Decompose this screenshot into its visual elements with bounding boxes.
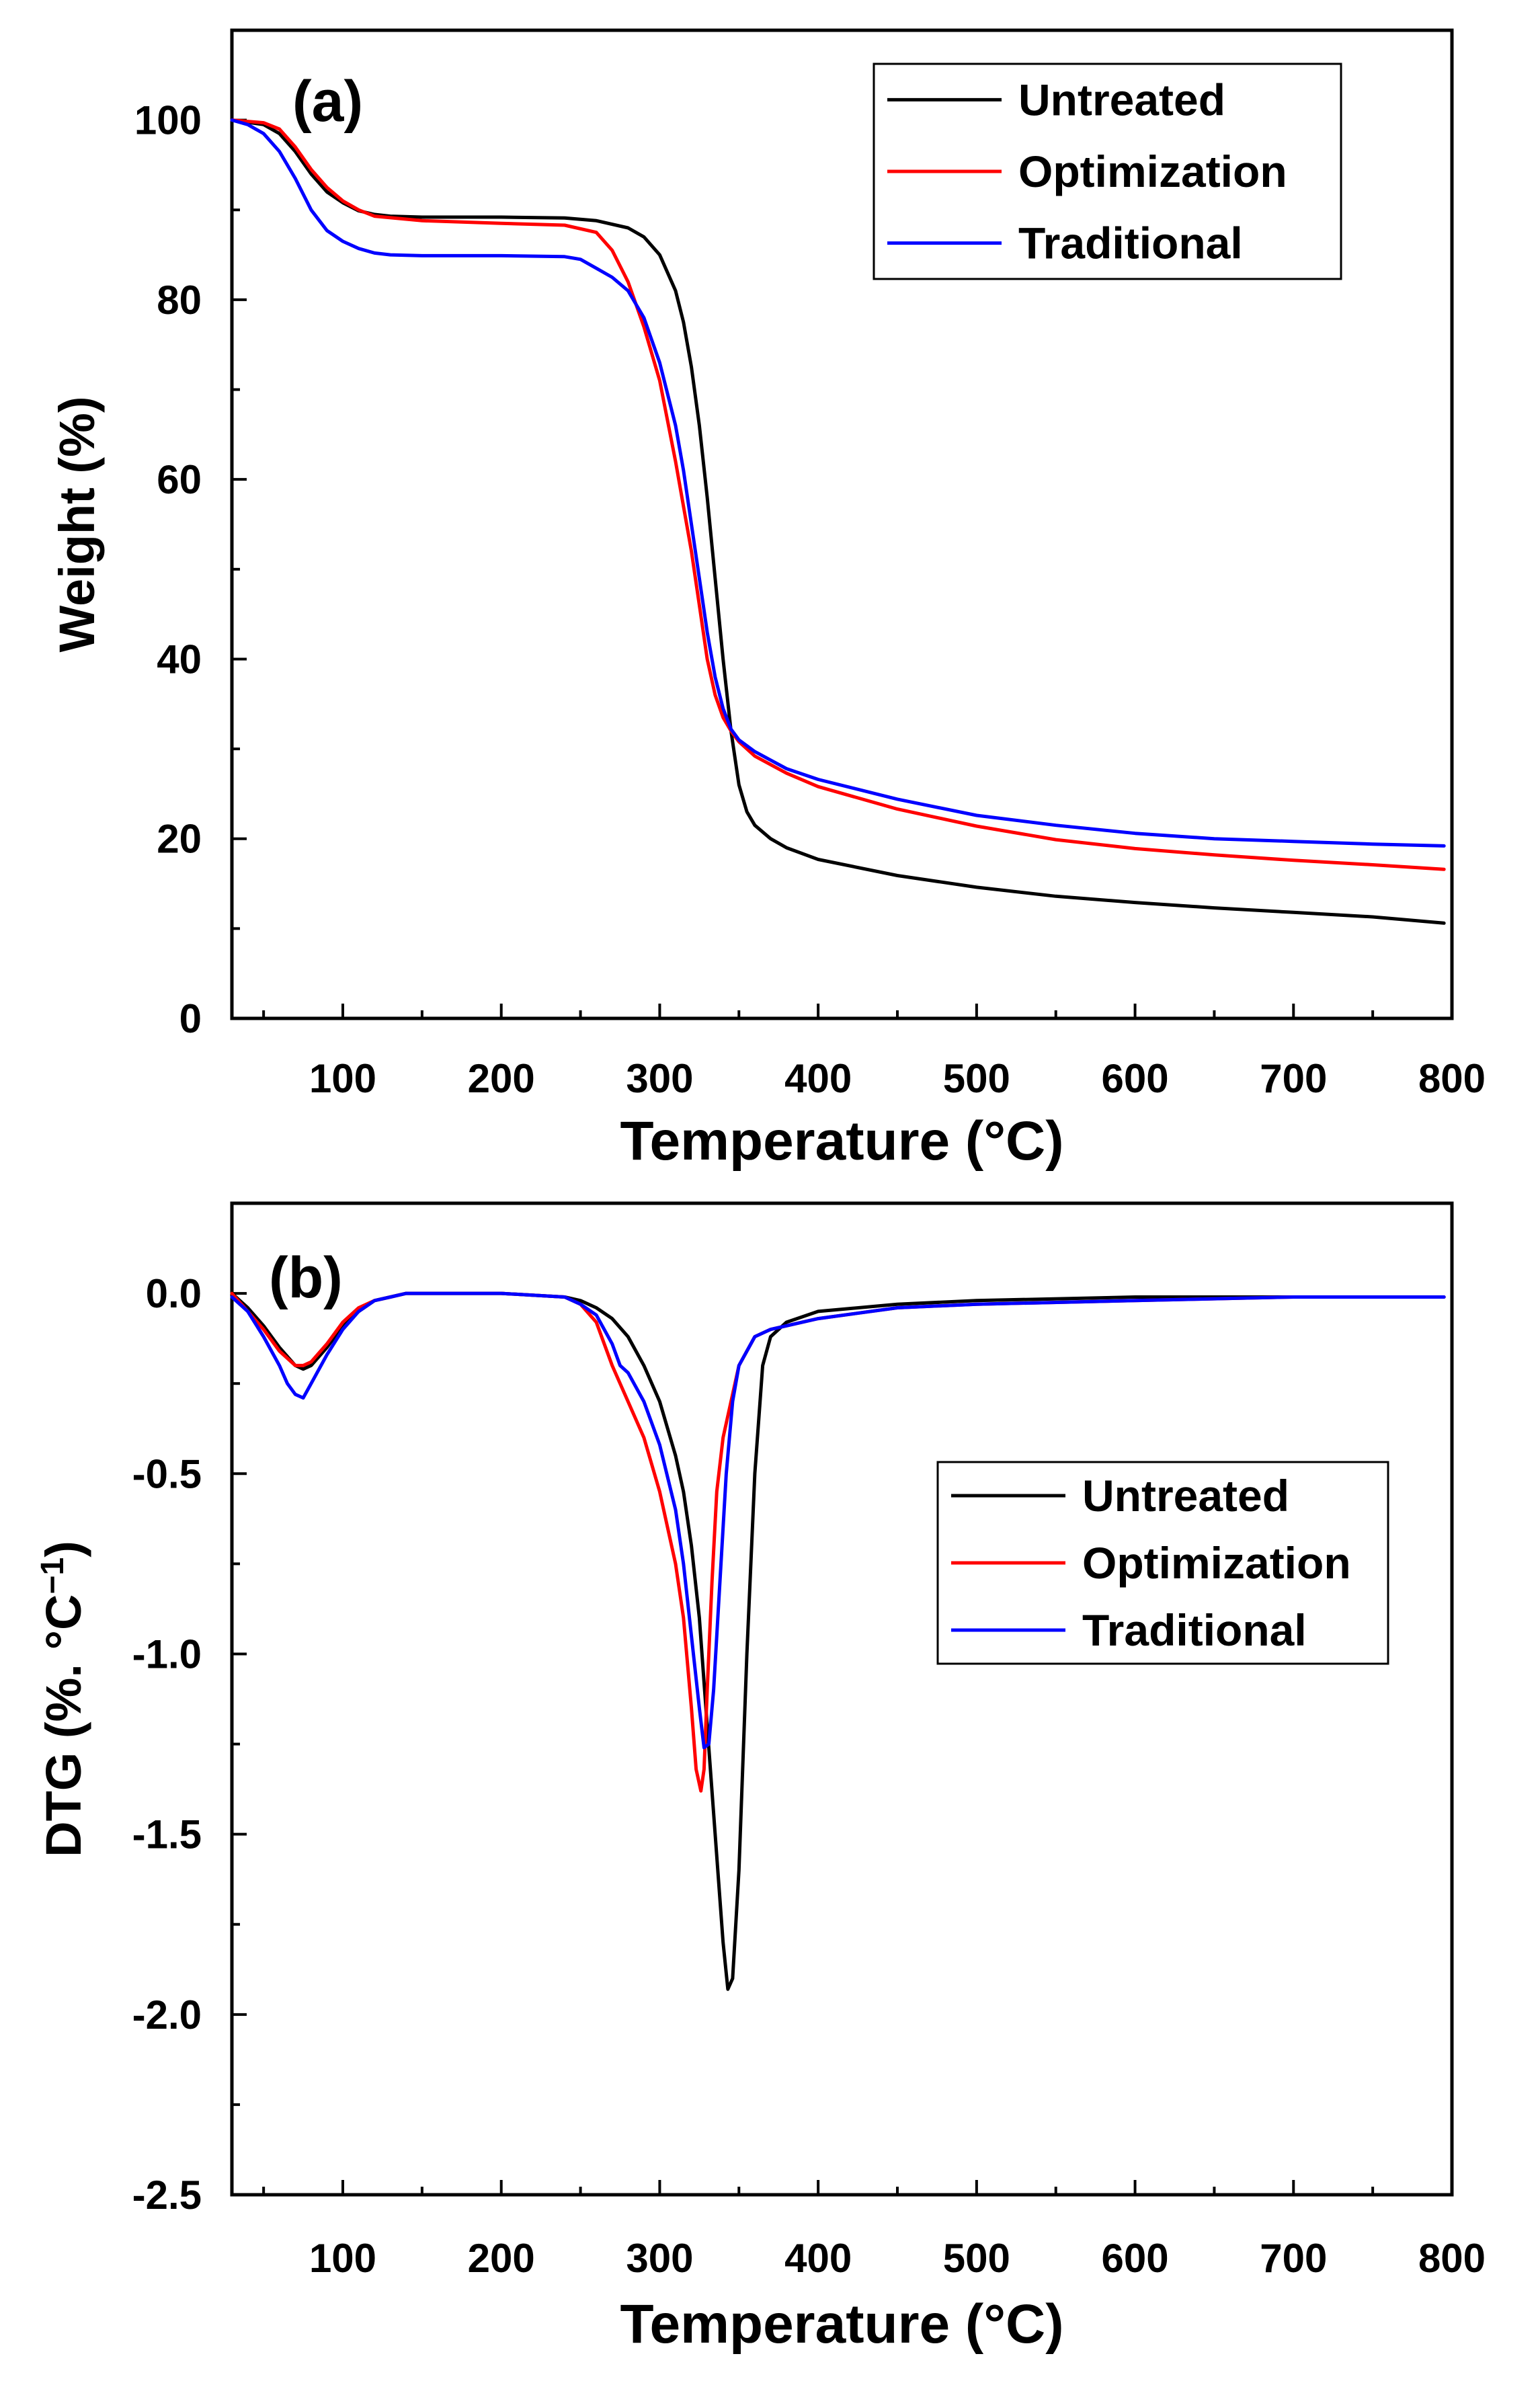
y-tick-label: 0 <box>179 996 202 1041</box>
x-tick-label: 600 <box>1102 2236 1169 2281</box>
x-tick-label: 700 <box>1260 1056 1327 1101</box>
legend-label-optimization: Optimization <box>1018 147 1287 196</box>
legend-label-optimization: Optimization <box>1082 1538 1351 1588</box>
panel-label: (b) <box>269 1246 343 1310</box>
x-axis-label: Temperature (°C) <box>620 1110 1063 1172</box>
x-axis-label: Temperature (°C) <box>620 2294 1063 2355</box>
x-tick-label: 200 <box>468 1056 535 1101</box>
x-tick-label: 500 <box>943 1056 1010 1101</box>
y-tick-label: -1.5 <box>132 1812 202 1857</box>
legend: Untreated Optimization Traditional <box>873 63 1342 280</box>
series-line-traditional <box>230 118 1446 848</box>
x-tick-label: 400 <box>784 2236 852 2281</box>
y-tick-label: 40 <box>157 637 202 682</box>
y-tick-label: 80 <box>157 278 202 323</box>
chart-panel-b: 100 200 300 400 500 600 700 800 0.0 -0.5 -1.0 -1.5 -… <box>35 1201 1486 2355</box>
plot-frame <box>230 28 1454 1020</box>
y-tick-label: -1.0 <box>132 1631 202 1676</box>
y-tick-label: 0.0 <box>146 1271 202 1316</box>
y-tick-label: 20 <box>157 817 202 862</box>
y-tick-label: 100 <box>134 98 202 143</box>
series-line-traditional <box>230 1291 1446 1750</box>
x-tick-label: 300 <box>626 1056 693 1101</box>
y-axis-label: DTG (%. °C−1) <box>35 1541 91 1857</box>
x-tick-label: 100 <box>309 1056 376 1101</box>
chart-panel-a: 100 200 300 400 500 600 700 800 0 20 40 60 80 100 Temp… <box>49 28 1486 1172</box>
series-line-untreated <box>230 1291 1446 1991</box>
x-tick-label: 100 <box>309 2236 376 2281</box>
x-tick-label: 200 <box>468 2236 535 2281</box>
x-tick-label: 500 <box>943 2236 1010 2281</box>
x-tick-label: 300 <box>626 2236 693 2281</box>
y-tick-label: -2.0 <box>132 1992 202 2037</box>
x-tick-label: 800 <box>1418 2236 1486 2281</box>
x-tick-label: 600 <box>1102 1056 1169 1101</box>
plot-frame <box>230 1201 1454 2197</box>
y-tick-label: 60 <box>157 457 202 502</box>
x-tick-label: 800 <box>1418 1056 1486 1101</box>
legend-label-traditional: Traditional <box>1082 1605 1307 1655</box>
legend-label-untreated: Untreated <box>1082 1471 1289 1521</box>
series-line-optimization <box>230 118 1446 871</box>
y-tick-label: -2.5 <box>132 2173 202 2218</box>
legend: Untreated Optimization Traditional <box>936 1461 1389 1665</box>
y-axis-label: Weight (%) <box>49 397 105 653</box>
legend-label-untreated: Untreated <box>1018 75 1225 124</box>
panel-label: (a) <box>292 69 363 134</box>
y-tick-label: -0.5 <box>132 1451 202 1496</box>
x-tick-label: 400 <box>784 1056 852 1101</box>
legend-label-traditional: Traditional <box>1018 218 1243 268</box>
x-tick-label: 700 <box>1260 2236 1327 2281</box>
